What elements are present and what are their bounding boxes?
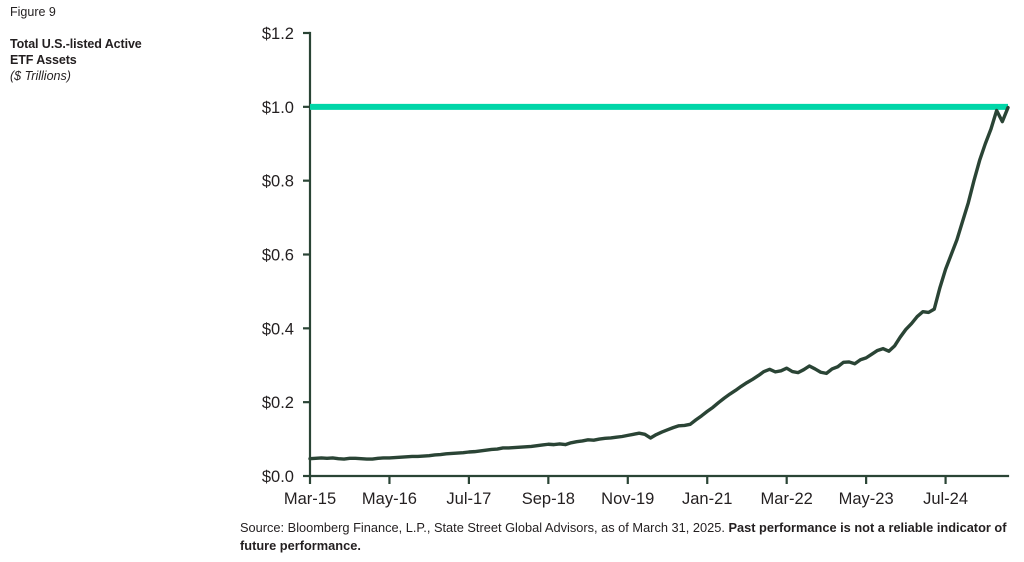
x-axis-tick-label: Nov-19 (601, 490, 654, 508)
x-axis-tick-label: May-16 (362, 490, 417, 508)
y-axis-tick-label: $0.8 (262, 173, 294, 191)
y-axis-tick-label: $0.0 (262, 468, 294, 486)
y-axis-tick-label: $0.4 (262, 320, 294, 338)
x-axis-tick-label: Mar-22 (761, 490, 813, 508)
x-axis-tick-group (308, 476, 947, 484)
figure-number: Figure 9 (10, 5, 56, 19)
source-note: Source: Bloomberg Finance, L.P., State S… (240, 519, 1024, 555)
chart-area: $0.0 $0.2 $0.4 $0.6 $0.8 $1.0 $1.2 Mar-15 May-1… (262, 25, 1010, 508)
source-note-normal: Source: Bloomberg Finance, L.P., State S… (240, 520, 729, 535)
asset-series-line (308, 105, 1010, 461)
line-chart-svg: $0.0 $0.2 $0.4 $0.6 $0.8 $1.0 $1.2 Mar-15 May-1… (262, 25, 1010, 508)
x-axis-tick-label: Jul-17 (446, 490, 491, 508)
x-axis-tick-label: Sep-18 (522, 490, 575, 508)
figure-title-line2: ETF Assets (10, 53, 77, 67)
figure-subtitle-units: ($ Trillions) (10, 69, 71, 83)
figure-title-line1: Total U.S.-listed Active (10, 37, 142, 51)
x-axis-tick-label: Mar-15 (284, 490, 336, 508)
y-axis-label-group: $0.0 $0.2 $0.4 $0.6 $0.8 $1.0 $1.2 (262, 25, 294, 486)
x-axis-tick-label: May-23 (839, 490, 894, 508)
y-axis-tick-label: $1.2 (262, 25, 294, 43)
x-axis-label-group: Mar-15 May-16 Jul-17 Sep-18 Nov-19 Jan-21 Mar-… (284, 490, 968, 508)
x-axis-tick-label: Jan-21 (682, 490, 732, 508)
figure-caption-block: Figure 9 Total U.S.-listed Active ETF As… (10, 4, 225, 85)
source-note-disclaimer: Past performance is not a reliable indic… (240, 520, 1007, 553)
y-axis-tick-label: $1.0 (262, 99, 294, 117)
y-axis-tick-label: $0.2 (262, 394, 294, 412)
x-axis-tick-label: Jul-24 (923, 490, 968, 508)
y-axis-tick-group (303, 31, 310, 478)
y-axis-tick-label: $0.6 (262, 247, 294, 265)
